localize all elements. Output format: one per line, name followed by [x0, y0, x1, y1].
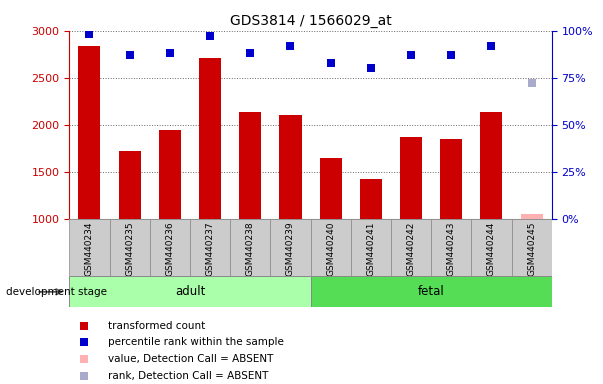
- Text: GSM440239: GSM440239: [286, 222, 295, 276]
- Bar: [311, 276, 552, 307]
- Text: transformed count: transformed count: [108, 321, 205, 331]
- Text: GSM440235: GSM440235: [125, 222, 134, 276]
- Bar: [239, 112, 261, 219]
- Text: GSM440241: GSM440241: [367, 222, 375, 276]
- Bar: [199, 58, 221, 219]
- Bar: [279, 115, 302, 219]
- Text: value, Detection Call = ABSENT: value, Detection Call = ABSENT: [108, 354, 273, 364]
- Bar: [320, 158, 342, 219]
- Text: development stage: development stage: [6, 287, 107, 297]
- Text: fetal: fetal: [418, 285, 444, 298]
- Bar: [78, 46, 101, 219]
- Bar: [511, 219, 552, 276]
- Bar: [119, 151, 140, 219]
- Bar: [351, 219, 391, 276]
- Text: percentile rank within the sample: percentile rank within the sample: [108, 338, 284, 348]
- Bar: [110, 219, 150, 276]
- Bar: [520, 214, 543, 219]
- Text: GSM440237: GSM440237: [206, 222, 215, 276]
- Bar: [150, 219, 190, 276]
- Bar: [440, 139, 463, 219]
- Text: GSM440242: GSM440242: [406, 222, 415, 276]
- Bar: [360, 179, 382, 219]
- Text: GSM440234: GSM440234: [85, 222, 94, 276]
- Bar: [481, 112, 502, 219]
- Text: GSM440243: GSM440243: [447, 222, 456, 276]
- Text: GSM440245: GSM440245: [527, 222, 536, 276]
- Bar: [400, 137, 422, 219]
- Text: GSM440244: GSM440244: [487, 222, 496, 276]
- Text: GSM440240: GSM440240: [326, 222, 335, 276]
- Bar: [190, 219, 230, 276]
- Bar: [270, 219, 311, 276]
- Bar: [230, 219, 270, 276]
- Bar: [431, 219, 472, 276]
- Text: adult: adult: [175, 285, 205, 298]
- Bar: [311, 219, 351, 276]
- Title: GDS3814 / 1566029_at: GDS3814 / 1566029_at: [230, 14, 391, 28]
- Text: GSM440236: GSM440236: [165, 222, 174, 276]
- Bar: [391, 219, 431, 276]
- Text: GSM440238: GSM440238: [246, 222, 254, 276]
- Bar: [69, 276, 311, 307]
- Text: rank, Detection Call = ABSENT: rank, Detection Call = ABSENT: [108, 371, 268, 381]
- Bar: [472, 219, 511, 276]
- Bar: [159, 131, 181, 219]
- Bar: [69, 219, 110, 276]
